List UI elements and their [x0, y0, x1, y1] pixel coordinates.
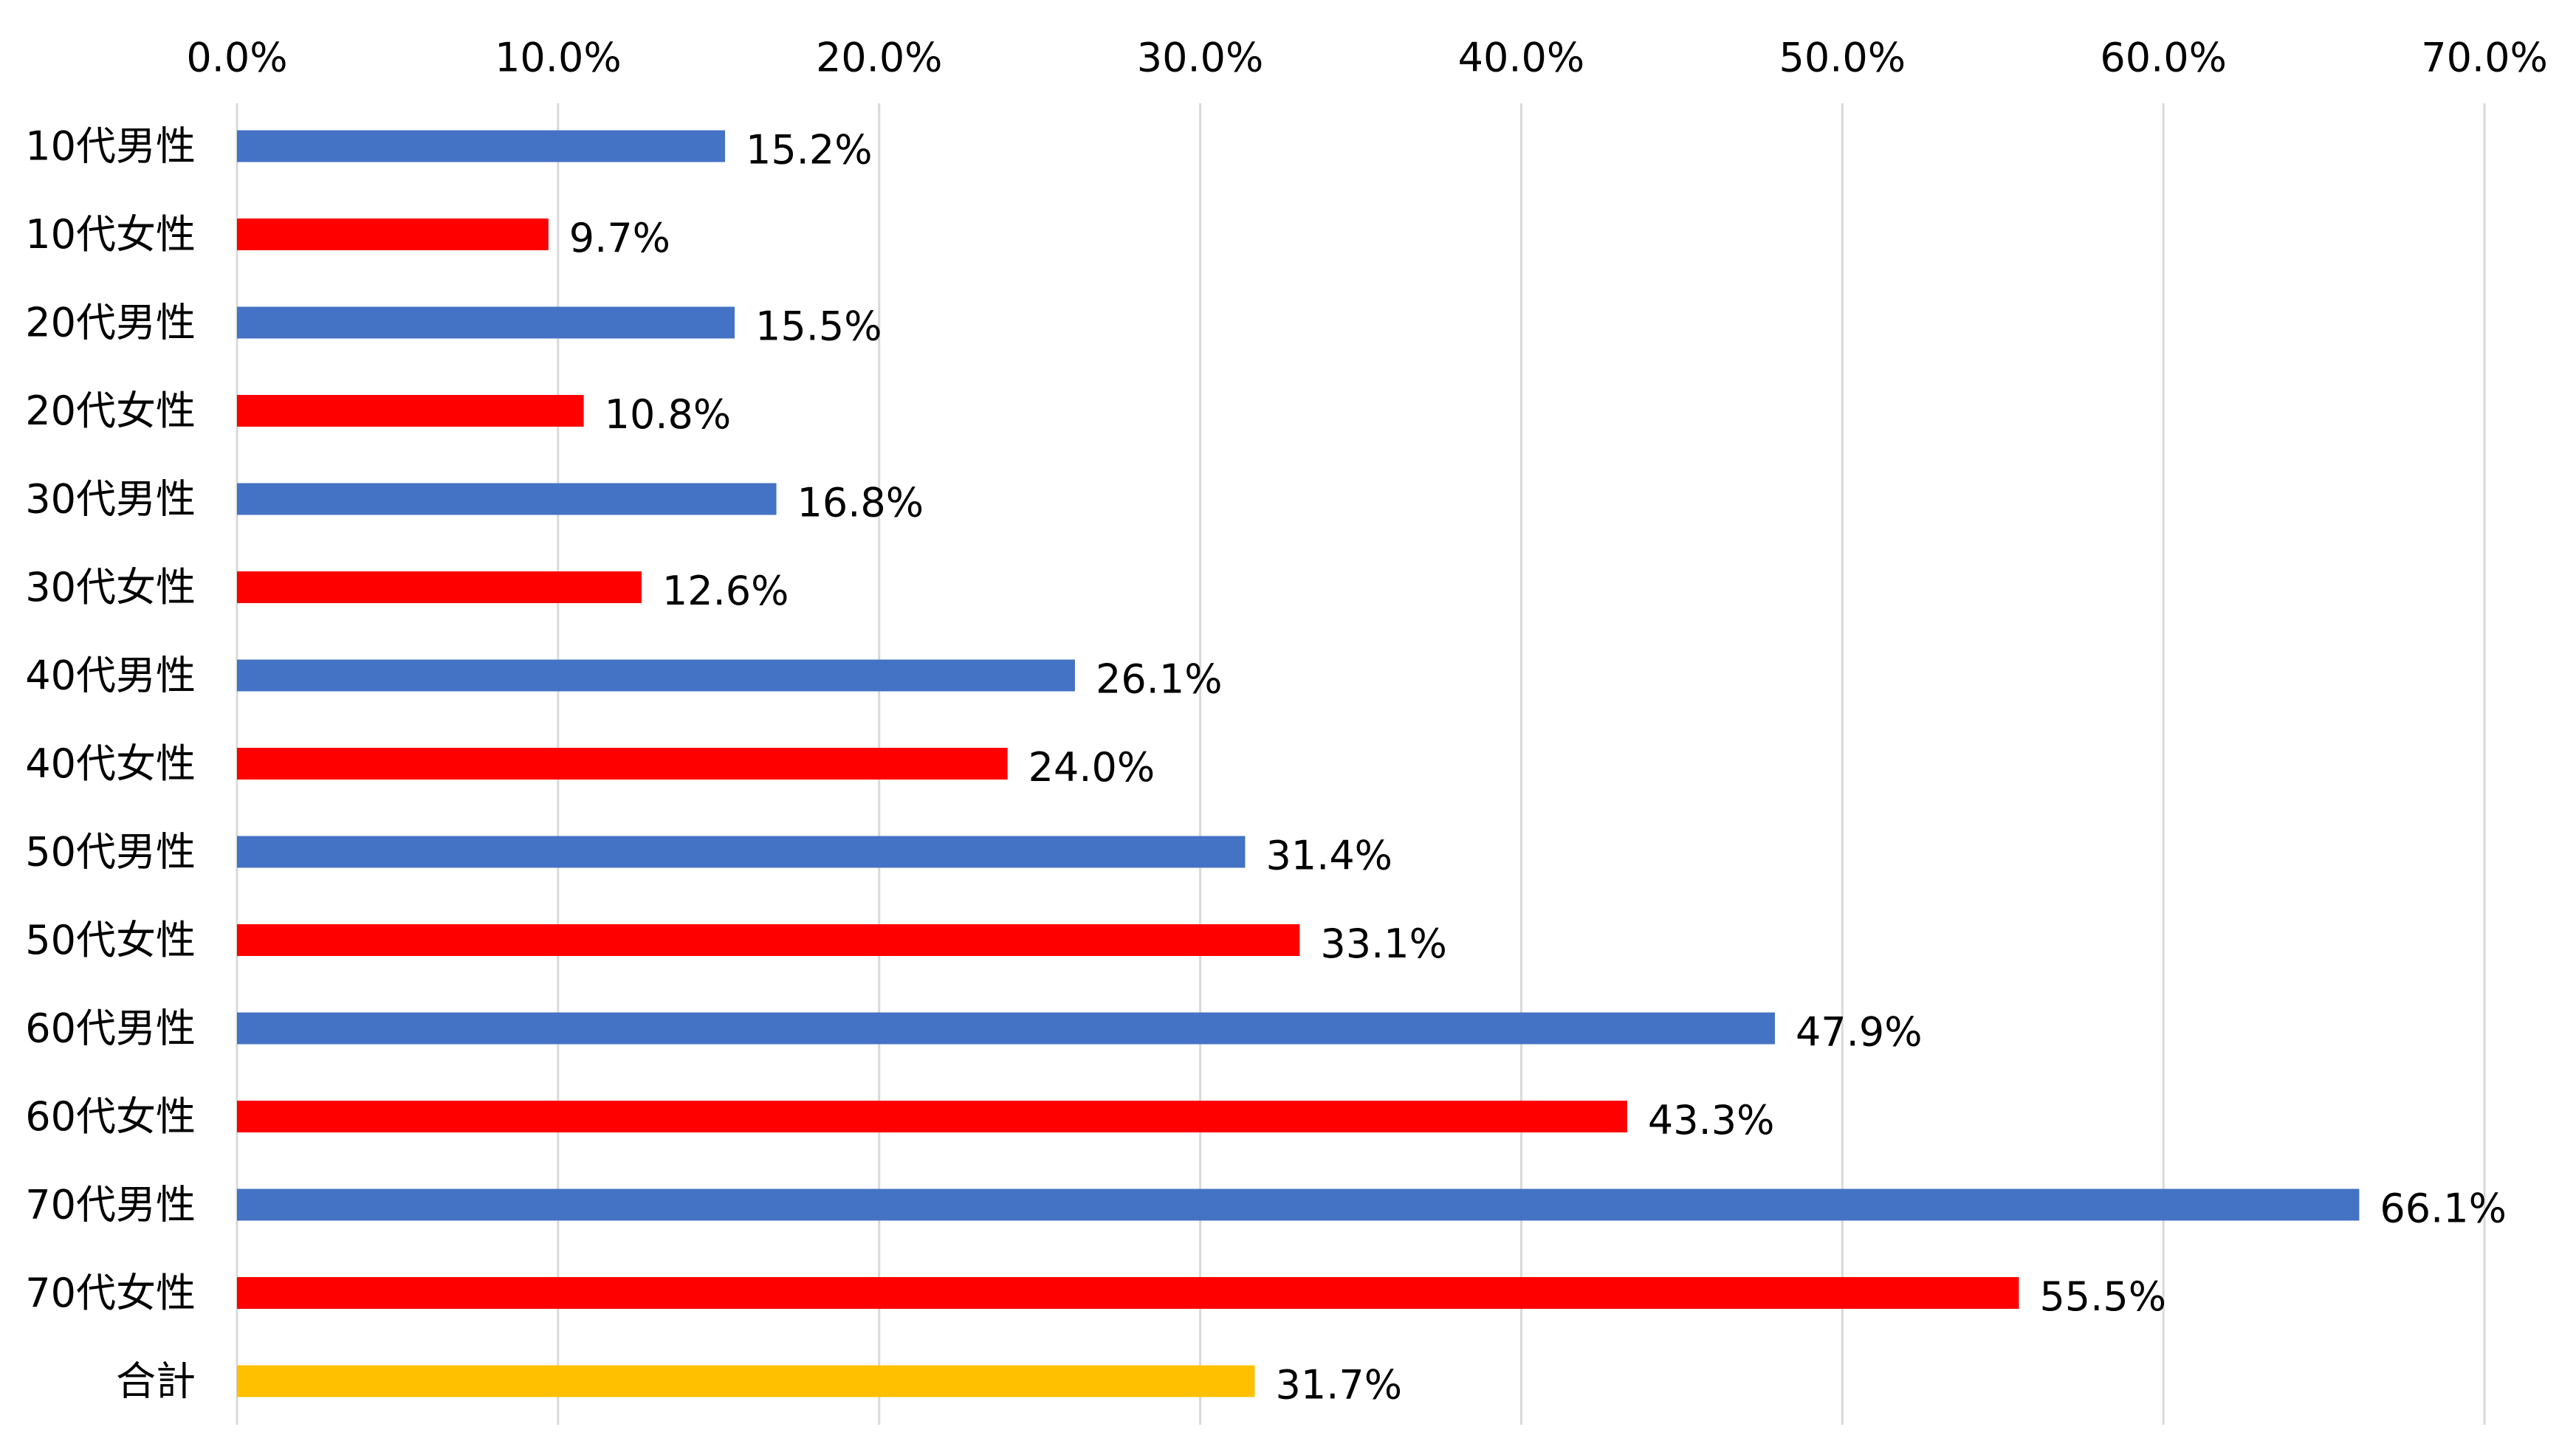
x-tick-label: 10.0%: [495, 35, 622, 81]
category-labels: 10代男性 10代女性 20代男性 20代女性 30代男性 30代女性 40代男性 40代女性…: [25, 123, 196, 1405]
bar: [237, 571, 642, 603]
data-labels: 15.2% 9.7% 15.5% 10.8% 16.8%12.6% 26.1% 24.0% 3…: [569, 127, 2507, 1408]
bar: [237, 130, 725, 162]
bar: [237, 659, 1075, 692]
category-label: 20代男性: [25, 300, 196, 346]
data-label: 26.1%: [1096, 656, 1223, 703]
category-label: 10代女性: [25, 211, 196, 258]
category-label: 40代男性: [25, 653, 196, 699]
category-label: 30代女性: [25, 564, 196, 610]
data-label: 33.1%: [1320, 921, 1447, 967]
category-label: 40代女性: [25, 740, 196, 787]
category-label: 60代男性: [25, 1005, 196, 1052]
x-tick-label: 70.0%: [2421, 35, 2548, 81]
category-label: 10代男性: [25, 123, 196, 170]
x-tick-label: 60.0%: [2100, 35, 2227, 81]
bar: [237, 1189, 2360, 1221]
x-tick-label: 20.0%: [816, 35, 943, 81]
bar: [237, 219, 549, 250]
bar: [237, 748, 1008, 780]
data-label: 55.5%: [2039, 1273, 2166, 1320]
data-label: 66.1%: [2380, 1186, 2507, 1232]
bar: [237, 483, 777, 515]
bar: [237, 395, 584, 427]
data-label: 47.9%: [1796, 1009, 1923, 1056]
bar: [237, 836, 1246, 868]
bar: [237, 1101, 1627, 1132]
bar: [237, 1277, 2019, 1309]
x-tick-label: 0.0%: [186, 35, 287, 81]
bar: [237, 1012, 1775, 1045]
category-label: 60代女性: [25, 1093, 196, 1140]
category-label: 70代男性: [25, 1182, 196, 1228]
x-axis-ticks: 0.0% 10.0% 20.0% 30.0% 40.0% 50.0% 60.0% 70.0%: [186, 35, 2547, 81]
category-label: 50代女性: [25, 917, 196, 963]
x-tick-label: 30.0%: [1137, 35, 1264, 81]
category-label: 20代女性: [25, 388, 196, 434]
bars: [237, 130, 2360, 1397]
data-label: 31.7%: [1275, 1362, 1402, 1408]
data-label: 10.8%: [605, 391, 732, 438]
data-label: 15.2%: [746, 127, 873, 173]
category-label: 70代女性: [25, 1270, 196, 1316]
category-label: 50代男性: [25, 829, 196, 876]
x-tick-label: 50.0%: [1779, 35, 1906, 81]
data-label: 15.5%: [755, 303, 882, 350]
bar: [237, 306, 735, 339]
data-label: 16.8%: [797, 480, 924, 526]
bar: [237, 924, 1300, 956]
data-label: 24.0%: [1028, 744, 1155, 791]
data-label: 43.3%: [1648, 1097, 1775, 1143]
category-label: 30代男性: [25, 476, 196, 523]
bar: [237, 1365, 1255, 1397]
data-label: 31.4%: [1265, 833, 1392, 879]
category-label: 合計: [116, 1358, 196, 1405]
data-label: 12.6%: [662, 568, 789, 614]
data-label: 9.7%: [569, 215, 670, 261]
x-tick-label: 40.0%: [1458, 35, 1585, 81]
